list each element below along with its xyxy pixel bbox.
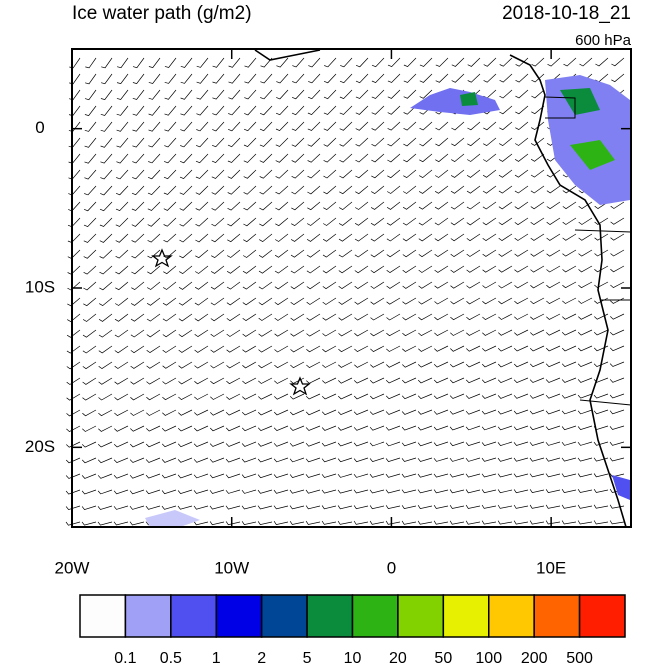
x-tick-label: 20W [55, 558, 90, 577]
colorbar-box [488, 594, 535, 638]
time-label: 2018-10-18_21 [502, 3, 631, 24]
cloud-patches [145, 75, 630, 527]
y-tick-label: 20S [25, 437, 55, 456]
title: Ice water path (g/m2) [72, 3, 252, 24]
colorbar-label: 50 [434, 650, 452, 667]
colorbar-box [215, 594, 263, 638]
colorbar-label: 200 [521, 650, 548, 667]
y-tick-label: 10S [25, 277, 55, 296]
colorbar-box [260, 594, 308, 638]
x-tick-label: 0 [387, 558, 396, 577]
colorbar-label: 0.1 [114, 650, 136, 667]
colorbar-box [306, 594, 354, 638]
coastline [254, 49, 632, 528]
colorbar-box [397, 594, 445, 638]
colorbar-label: 5 [303, 650, 312, 667]
stars [151, 248, 311, 396]
colorbar-label: 500 [566, 650, 593, 667]
x-tick-label: 10W [214, 558, 249, 577]
colorbar-box [351, 594, 399, 638]
colorbar-label: 100 [475, 650, 502, 667]
colorbar-box [124, 594, 172, 638]
colorbar-label: 0.5 [160, 650, 182, 667]
colorbar-box [79, 594, 127, 638]
colorbar-label: 20 [389, 650, 407, 667]
colorbar-box [533, 594, 581, 638]
colorbar-box [442, 594, 490, 638]
map-frame [71, 48, 632, 528]
colorbar-label: 1 [212, 650, 221, 667]
colorbar-box [578, 594, 626, 638]
level-label: 600 hPa [575, 32, 632, 49]
colorbar-box [170, 594, 217, 638]
x-tick-label: 10E [536, 558, 566, 577]
y-tick-label: 0 [35, 118, 44, 137]
colorbar-label: 2 [257, 650, 266, 667]
wind-barbs [65, 57, 625, 526]
colorbar-label: 10 [344, 650, 362, 667]
